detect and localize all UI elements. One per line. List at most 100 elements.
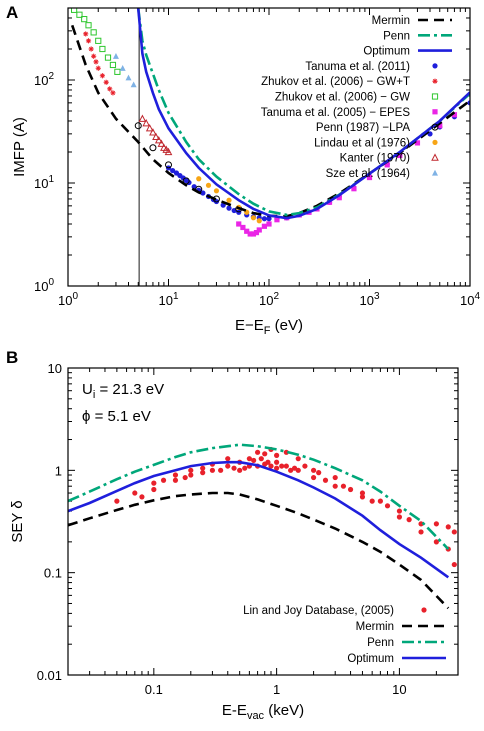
data-point [359,494,366,500]
data-point [418,521,424,527]
data-point [95,65,101,71]
data-point [384,162,390,168]
data-point [85,22,92,29]
data-point [200,465,206,471]
data-point [295,456,301,462]
panel-label: B [6,348,18,367]
data-point [109,61,117,69]
data-point [90,29,97,36]
data-point [200,470,206,476]
data-point [283,463,289,469]
x-tick-label: 103 [359,291,379,308]
legend-label: Lindau et al (1976) [314,137,410,149]
data-point [188,472,194,478]
data-point [266,216,272,222]
legend-marker [431,123,439,131]
data-point [433,521,439,527]
data-point [437,123,443,129]
data-point [261,223,268,229]
data-point [384,503,391,509]
data-point [88,46,94,52]
data-point [244,228,250,234]
data-point [332,483,338,489]
legend-label: Mermin [372,15,410,27]
data-point [265,459,271,465]
x-tick-label: 100 [58,291,78,308]
plot-area [70,8,470,286]
legend-label: Optimum [347,653,394,665]
data-point [322,477,329,483]
legend-label: Zhukov et al. (2006) − GW+T [261,76,410,88]
data-point [164,147,173,156]
y-tick-label: 0.01 [37,668,62,683]
data-point [340,483,347,489]
data-point [226,205,232,211]
data-point [445,524,451,530]
data-point [196,176,202,182]
data-point [250,231,257,237]
data-point [91,53,97,59]
data-point [182,474,188,481]
data-point [253,229,260,236]
panel-b: 0.1 1 10 0.01 0.1 1 10 E-Evac (keV) SEY δ Ui = 21… [6,348,459,722]
series-kanter-1970- [138,114,173,156]
legend-label: Sze et al. (1964) [326,168,411,180]
legend-label: Mermin [356,621,394,633]
panel-label: A [6,3,18,22]
data-point [226,197,232,203]
data-point [165,161,172,169]
data-point [295,467,301,473]
data-point [302,463,308,469]
data-point [205,182,212,188]
legend-label: Tanuma et al. (2011) [305,61,410,73]
x-tick-label: 102 [259,291,279,308]
data-point [225,456,231,462]
data-point [218,467,224,473]
x-tick-label: 104 [460,291,480,308]
legend-label: Lin and Joy Database, (2005) [243,605,394,617]
legend-marker [432,169,438,176]
data-point [149,144,157,152]
data-point [258,456,264,462]
data-point [149,128,157,136]
series-line-mermin [70,24,470,218]
data-point [274,452,280,458]
data-point [188,467,194,473]
legend: Lin and Joy Database, (2005) Mermin Penn Op… [243,605,446,665]
data-point [236,221,242,227]
series-zhukov-et-al-2006-gw [71,8,121,75]
data-point [266,221,272,227]
data-point [130,81,137,88]
data-point [406,517,412,523]
data-point [104,54,112,61]
data-point [145,123,154,132]
data-point [256,218,262,224]
legend-marker [432,78,438,84]
data-point [152,132,160,141]
data-point [396,508,403,514]
data-point [274,217,280,223]
data-point [268,463,274,469]
x-tick-label: 1 [273,682,280,697]
data-point [310,474,317,481]
data-point [160,477,167,483]
data-point [231,465,237,471]
data-point [110,90,116,96]
data-point [451,529,457,535]
legend-label: Zhukov et al. (2006) − GW [275,92,410,104]
data-point [240,224,246,231]
data-point [85,38,92,44]
data-point [200,190,206,196]
data-point [250,215,257,221]
data-point [134,122,142,130]
data-point [433,539,439,545]
data-point [119,65,126,71]
x-tick-label: 101 [158,291,178,308]
data-point [114,498,120,504]
data-point [209,467,216,473]
y-tick-label: 1 [55,463,62,478]
legend-marker [421,607,427,613]
x-axis-label: E-Evac (keV) [222,702,304,722]
ticks [67,7,470,287]
